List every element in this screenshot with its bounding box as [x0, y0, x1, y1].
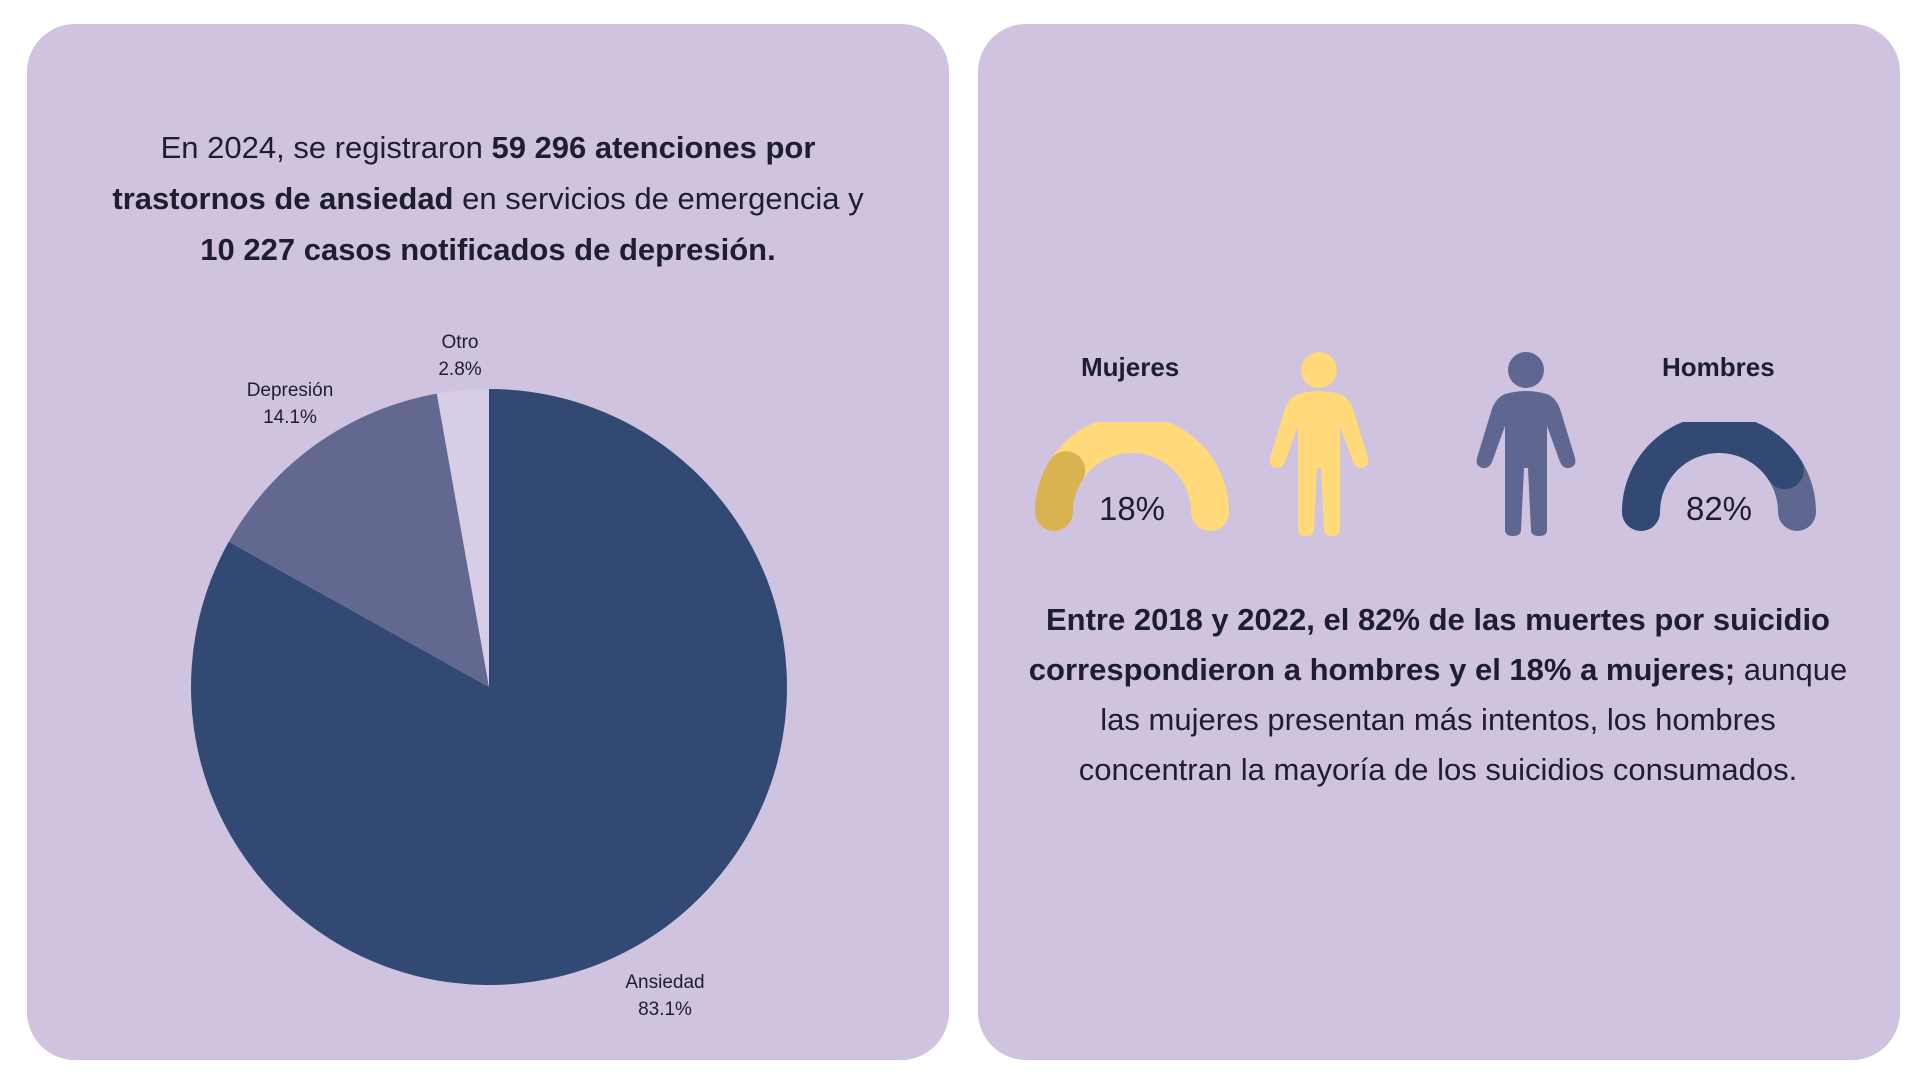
anxiety-depression-card: En 2024, se registraron 59 296 atencione… — [27, 24, 949, 1060]
pie-chart: Ansiedad 83.1% Depresión 14.1% Otro 2.8% — [190, 332, 787, 1020]
man-figure-icon — [1476, 352, 1576, 536]
pie-value-otro: 2.8% — [438, 359, 481, 380]
intro-bold-anxiety: 59 296 atenciones por trastornos de ansi… — [112, 130, 816, 216]
suicide-gender-card: Mujeres Hombres 18% 82% Entre 2018 y 202… — [978, 24, 1900, 1060]
pie-slice-ansiedad — [190, 389, 787, 986]
woman-figure-icon — [1269, 352, 1369, 536]
summary-text: Entre 2018 y 2022, el 82% de las muertes… — [1028, 595, 1848, 795]
intro-bold-depression: 10 227 casos notificados de depresión. — [200, 232, 776, 267]
pie-slice-depresion — [228, 393, 489, 687]
pie-label-otro: Otro — [442, 332, 479, 353]
women-percentage: 18% — [1098, 490, 1166, 527]
pie-label-depresion: Depresión — [247, 380, 334, 401]
men-title: Hombres — [1662, 352, 1775, 382]
intro-text-1: En 2024, se registraron — [160, 130, 492, 165]
gauge-fill — [1035, 451, 1086, 531]
intro-text: En 2024, se registraron 59 296 atencione… — [97, 122, 879, 275]
men-gauge — [1622, 422, 1816, 531]
men-percentage: 82% — [1685, 490, 1753, 527]
intro-text-2: en servicios de emergencia y — [453, 181, 864, 216]
pie-value-depresion: 14.1% — [263, 407, 317, 428]
women-gauge — [1035, 422, 1229, 531]
summary-bold: Entre 2018 y 2022, el 82% de las muertes… — [1028, 602, 1830, 687]
pie-slice-otro — [436, 389, 489, 687]
pie-label-ansiedad: Ansiedad — [625, 972, 704, 993]
women-title: Mujeres — [1081, 352, 1180, 382]
summary-rest: aunque las mujeres presentan más intento… — [1078, 652, 1848, 787]
gauge-fill — [1622, 422, 1804, 531]
pie-value-ansiedad: 83.1% — [638, 999, 692, 1020]
